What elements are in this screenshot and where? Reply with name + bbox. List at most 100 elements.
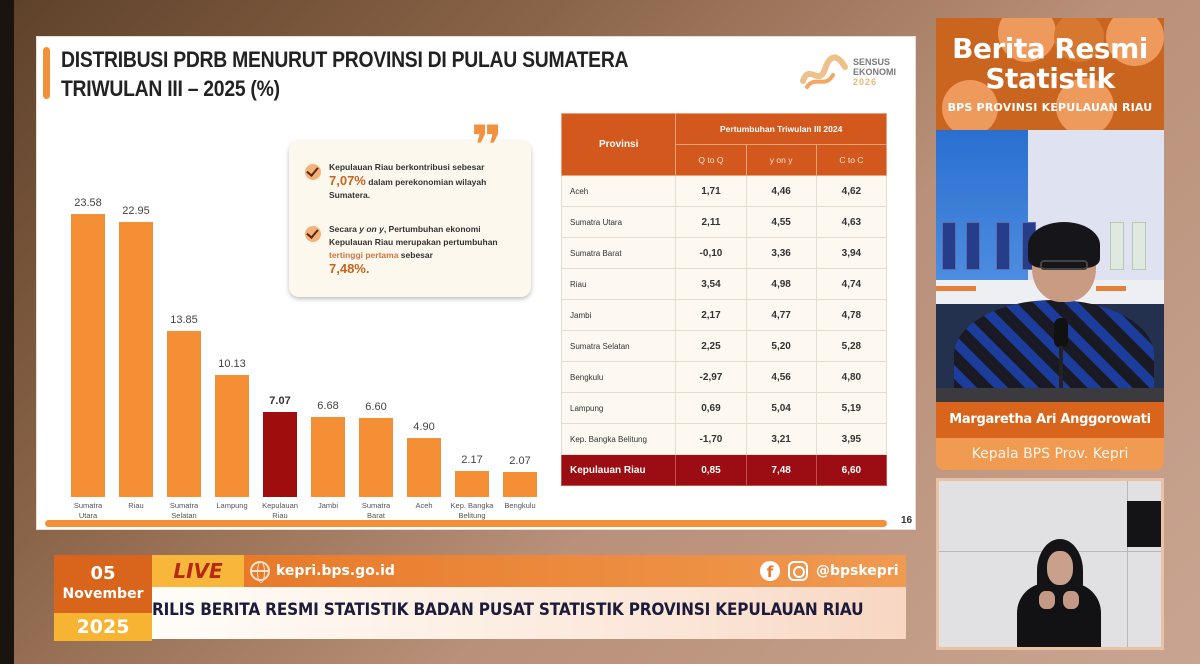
bar-column: 13.85	[163, 147, 211, 497]
cell-qtoq: 2,11	[675, 206, 747, 238]
bullet2-percentage: 7,48%.	[329, 261, 370, 276]
bar-column: 6.68	[307, 147, 355, 497]
window-edge	[0, 0, 14, 664]
x-axis-label: Sumatra Utara	[73, 501, 103, 520]
bar	[311, 417, 345, 497]
table-row: Bengkulu -2,97 4,56 4,80	[560, 361, 888, 393]
bar-value-label: 7.07	[269, 395, 291, 407]
cell-yony: 5,04	[745, 392, 817, 424]
bar	[503, 472, 537, 497]
page-number: 16	[901, 515, 913, 526]
bar-column: 6.60	[355, 147, 403, 497]
bar-value-label: 10.13	[218, 358, 246, 370]
cell-qtoq: 2,25	[675, 330, 747, 362]
bullet1-percentage: 7,07%	[329, 173, 366, 188]
table-row: Riau 3,54 4,98 4,74	[560, 268, 888, 300]
cell-prov: Aceh	[560, 175, 677, 207]
bar	[455, 471, 489, 497]
date-month: November	[62, 586, 144, 602]
bar-value-label: 4.90	[413, 421, 435, 433]
bullet1-text: Kepulauan Riau berkontribusi sebesar	[329, 162, 485, 172]
instagram-icon[interactable]	[788, 561, 808, 581]
cell-yony: 4,56	[745, 361, 817, 393]
bar	[263, 412, 297, 497]
slide-title-line2: TRIWULAN III – 2025 (%)	[61, 76, 280, 101]
cell-ctoc: 4,62	[815, 175, 888, 207]
brs-subtitle: BPS PROVINSI KEPULAUAN RIAU	[947, 101, 1153, 114]
cell-prov: Kepulauan Riau	[560, 454, 677, 486]
table-row: Sumatra Barat -0,10 3,36 3,94	[560, 237, 888, 269]
slide-title: DISTRIBUSI PDRB MENURUT PROVINSI DI PULA…	[61, 45, 629, 103]
social-handle: @bpskepri	[816, 563, 899, 579]
website-link[interactable]: kepri.bps.go.id	[276, 563, 395, 579]
cell-prov: Sumatra Utara	[560, 206, 677, 238]
bar-column: 4.90	[403, 147, 451, 497]
sign-language-video-feed	[936, 478, 1164, 650]
quote-icon: ❞	[471, 114, 503, 177]
bullet2-emphasis: y on y	[359, 224, 384, 234]
cell-ctoc: 5,19	[815, 392, 888, 424]
cell-prov: Sumatra Selatan	[560, 330, 677, 362]
x-axis-label: Jambi	[317, 501, 338, 510]
cell-yony: 3,36	[745, 237, 817, 269]
globe-icon	[250, 561, 270, 583]
date-year: 2025	[54, 613, 152, 641]
brs-title: Berita Resmi Statistik	[936, 34, 1164, 94]
table-row: Aceh 1,71 4,46 4,62	[560, 175, 888, 207]
cell-ctoc: 5,28	[815, 330, 888, 362]
bar-column: 2.07	[499, 147, 547, 497]
cell-qtoq: -2,97	[675, 361, 747, 393]
bullet2-highlight: tertinggi pertama	[329, 250, 399, 260]
logo-text-1: SENSUS	[853, 57, 891, 67]
cell-ctoc: 4,74	[815, 268, 888, 300]
ticker-headline: RILIS BERITA RESMI STATISTIK BADAN PUSAT…	[152, 600, 864, 619]
bar	[407, 438, 441, 497]
presentation-slide: DISTRIBUSI PDRB MENURUT PROVINSI DI PULA…	[36, 36, 916, 530]
broadcast-date: 05 November 2025	[54, 555, 152, 641]
title-accent-bar	[43, 47, 50, 99]
cell-ctoc: 4,78	[815, 299, 888, 331]
x-axis-labels: Sumatra Utara Riau Sumatra Selatan Lampung Kep…	[67, 501, 547, 531]
header-growth-group: Pertumbuhan Triwulan III 2024	[675, 113, 887, 145]
bar-value-label: 2.17	[461, 454, 483, 466]
cell-ctoc: 4,63	[815, 206, 888, 238]
cell-ctoc: 6,60	[815, 454, 888, 486]
slide-title-line1: DISTRIBUSI PDRB MENURUT PROVINSI DI PULA…	[61, 47, 629, 72]
cell-yony: 4,98	[745, 268, 817, 300]
x-axis-label: Lampung	[216, 501, 248, 510]
bar-column: 10.13	[211, 147, 259, 497]
bar-value-label: 13.85	[170, 314, 198, 326]
x-axis-label: Kep. Bangka Belitung	[450, 501, 494, 520]
bar	[167, 331, 201, 497]
facebook-icon[interactable]: f	[760, 561, 780, 581]
callout-bullet-2: Secara y on y, Pertumbuhan ekonomi Kepul…	[305, 223, 525, 277]
x-axis-label: Sumatra Barat	[361, 501, 391, 520]
cell-ctoc: 3,95	[815, 423, 888, 455]
live-badge: LIVE	[152, 555, 244, 587]
brs-brand-banner: Berita Resmi Statistik BPS PROVINSI KEPU…	[936, 18, 1164, 130]
contact-bar: kepri.bps.go.id f @bpskepri	[244, 555, 906, 587]
callout-bullet-1: Kepulauan Riau berkontribusi sebesar 7,0…	[305, 161, 525, 202]
cell-yony: 5,20	[745, 330, 817, 362]
bar-column: 22.95	[115, 147, 163, 497]
cell-prov: Sumatra Barat	[560, 237, 677, 269]
cell-qtoq: 0,69	[675, 392, 747, 424]
cell-prov: Riau	[560, 268, 677, 300]
cell-yony: 4,55	[745, 206, 817, 238]
cell-ctoc: 3,94	[815, 237, 888, 269]
table-row: Sumatra Utara 2,11 4,55 4,63	[560, 206, 888, 238]
x-axis-label: Riau	[128, 501, 144, 510]
highlight-callout: Kepulauan Riau berkontribusi sebesar 7,0…	[289, 141, 531, 297]
header-provinsi: Provinsi	[560, 113, 677, 176]
cell-qtoq: -1,70	[675, 423, 747, 455]
cell-yony: 3,21	[745, 423, 817, 455]
bar-value-label: 6.60	[365, 401, 387, 413]
bar-value-label: 6.68	[317, 400, 339, 412]
bar-value-label: 22.95	[122, 205, 150, 217]
speaker-name: Margaretha Ari Anggorowati	[936, 402, 1164, 438]
slide-progress-bar	[45, 520, 887, 527]
cell-qtoq: 1,71	[675, 175, 747, 207]
cell-prov: Lampung	[560, 392, 677, 424]
bar-value-label: 23.58	[74, 197, 102, 209]
bar-column: 7.07	[259, 147, 307, 497]
